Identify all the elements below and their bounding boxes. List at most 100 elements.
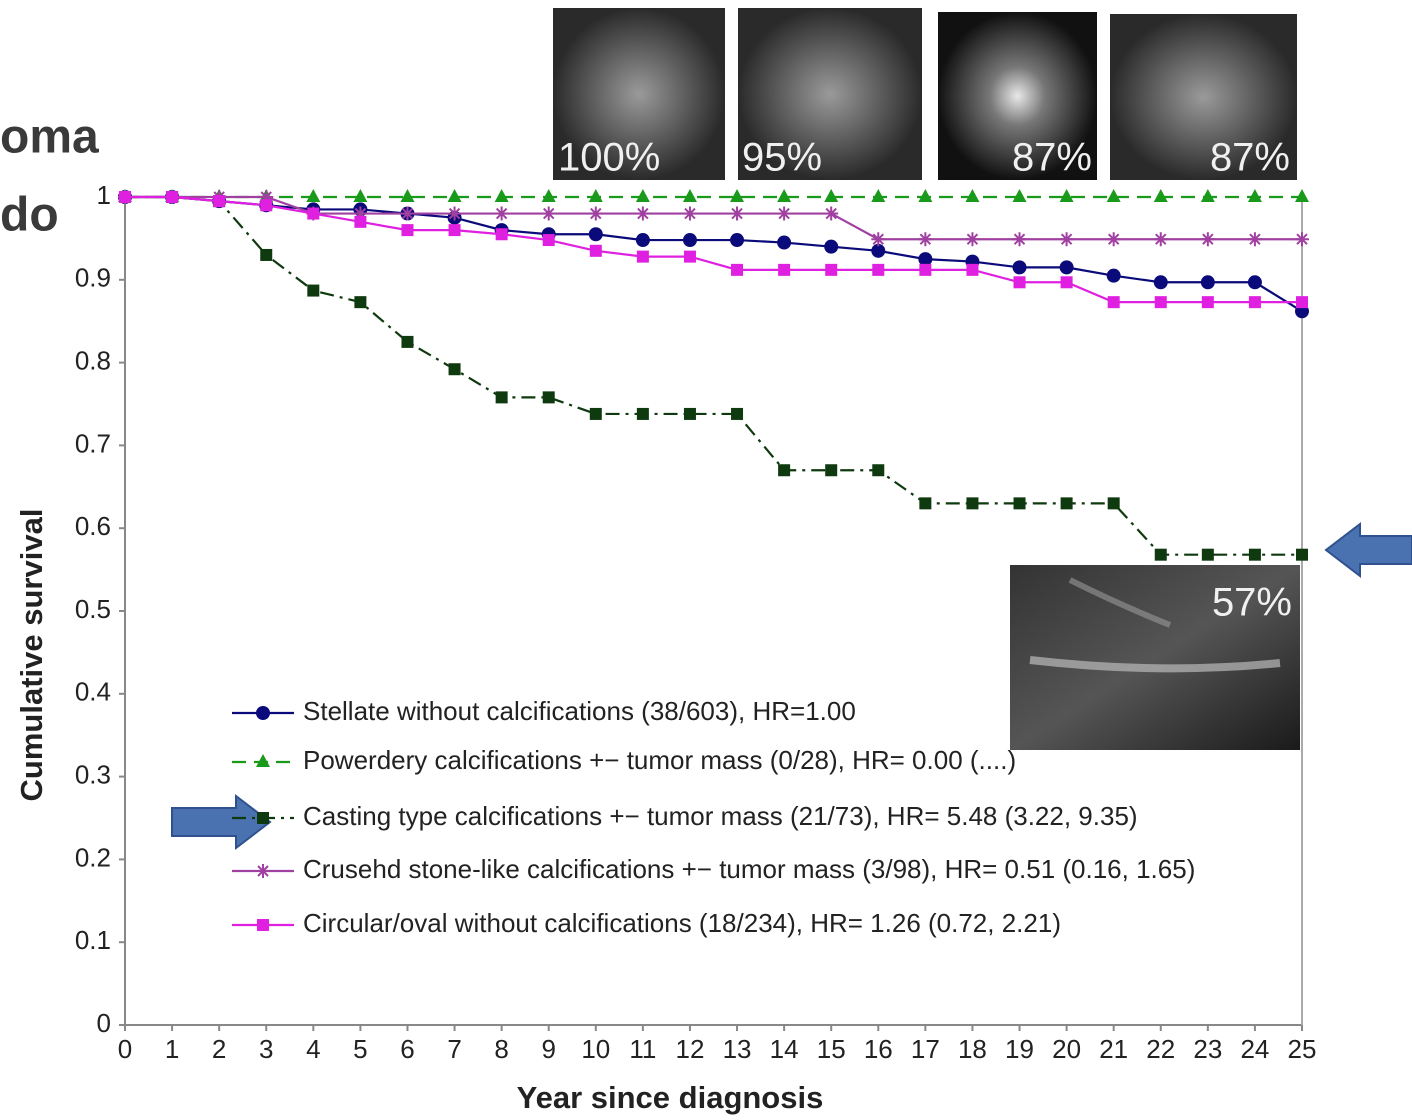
marker [1248,296,1261,309]
marker [495,391,508,404]
marker [495,228,508,241]
marker [777,235,792,250]
y-tick-label: 0.3 [75,759,111,789]
x-tick-label: 10 [581,1034,610,1064]
marker [824,189,839,202]
x-tick-label: 5 [353,1034,367,1064]
marker [965,189,980,202]
marker [1200,232,1215,247]
image [1010,565,1300,750]
marker [213,195,226,208]
x-tick-label: 13 [723,1034,752,1064]
legend-label: Stellate without calcifications (38/603)… [303,696,856,726]
y-tick-label: 0.4 [75,677,111,707]
arrows [171,521,1412,851]
marker [1106,268,1121,283]
marker [447,189,462,202]
marker [778,464,791,477]
marker [730,189,745,202]
marker [1013,497,1026,510]
marker [401,224,414,237]
inset-image: 87% [1110,14,1297,180]
image [738,8,922,180]
marker [1295,232,1309,247]
marker [635,206,650,221]
inset-image: 100% [553,8,725,180]
marker [1247,275,1262,290]
marker [731,263,744,276]
y-tick-label: 0.6 [75,511,111,541]
inset-image: 95% [738,8,922,180]
marker [542,391,555,404]
legend-entry: Stellate without calcifications (38/603)… [232,696,856,726]
marker [1200,275,1215,290]
inset-image: 87% [938,12,1097,180]
marker [1107,296,1120,309]
x-tick-label: 25 [1288,1034,1317,1064]
marker [683,407,696,420]
marker [260,248,273,261]
x-tick-label: 22 [1146,1034,1175,1064]
image-label: 100% [558,136,660,180]
marker [919,263,932,276]
image [1110,14,1297,180]
marker [1296,296,1308,309]
marker [778,263,791,276]
y-tick-label: 0 [97,1008,111,1038]
marker [1059,260,1074,275]
x-tick-label: 20 [1052,1034,1081,1064]
image [553,8,725,180]
legend-label: Casting type calcifications +− tumor mas… [303,801,1138,831]
legend-entry: Circular/oval without calcifications (18… [232,908,1061,938]
marker [1060,276,1073,289]
legend-entry: Casting type calcifications +− tumor mas… [232,801,1138,831]
marker [777,189,792,202]
marker [918,232,933,247]
marker [682,233,697,248]
x-tick-label: 24 [1240,1034,1269,1064]
x-tick-label: 7 [447,1034,461,1064]
marker [825,263,838,276]
y-tick-label: 0.8 [75,345,111,375]
marker [872,263,885,276]
x-tick-label: 4 [306,1034,320,1064]
x-tick-label: 8 [494,1034,508,1064]
marker [1012,260,1027,275]
marker [1106,189,1121,202]
marker [824,239,839,254]
marker [1060,497,1073,510]
marker [1200,189,1215,202]
image-label: 57% [1212,581,1292,625]
marker [919,497,932,510]
marker [257,919,269,931]
marker [1153,189,1168,202]
legend-label: Powerdery calcifications +− tumor mass (… [303,745,1016,775]
marker [872,464,885,477]
series [118,189,1309,202]
arrow [1324,521,1412,579]
marker [542,234,555,247]
series [118,190,1309,319]
marker [918,252,933,267]
marker [1107,497,1120,510]
marker [353,206,368,221]
marker [589,244,602,257]
marker [400,206,415,221]
y-tick-label: 0.9 [75,263,111,293]
marker [731,407,744,420]
marker [871,189,886,202]
marker [1154,548,1167,561]
x-tick-label: 12 [675,1034,704,1064]
y-tick-label: 1 [97,180,111,210]
image-label: 87% [1210,136,1290,180]
marker [777,206,792,221]
y-tick-label: 0.1 [75,925,111,955]
marker [589,407,602,420]
series-line [125,195,1302,556]
marker [494,189,509,202]
image [938,12,1097,180]
marker [1059,232,1074,247]
marker [1201,548,1214,561]
marker [353,189,368,202]
